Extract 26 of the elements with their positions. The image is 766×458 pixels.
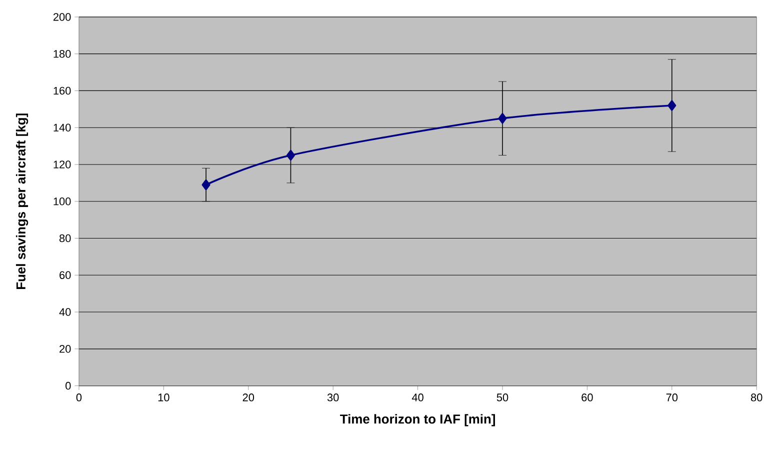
y-tick-label: 0 — [66, 382, 71, 390]
point — [498, 113, 507, 124]
y-tick-label: 80 — [59, 234, 71, 242]
y-tick-label: 60 — [60, 271, 71, 280]
x-tick-label: 50 — [496, 394, 508, 402]
x-tick-label: 0 — [76, 394, 82, 402]
y-tick-label: 180 — [54, 50, 71, 58]
y-tick-label: 100 — [54, 198, 71, 206]
x-tick-label: 40 — [412, 394, 424, 402]
x-tick-label: 30 — [327, 394, 339, 402]
x-tick-label: 70 — [666, 394, 678, 402]
x-axis-title: Time horizon to IAF [min] — [340, 414, 495, 426]
y-tick-label: 160 — [54, 86, 71, 95]
y-tick-label: 140 — [54, 124, 71, 132]
point — [668, 100, 676, 112]
point — [202, 180, 210, 190]
x-tick-label: 20 — [242, 394, 254, 402]
y-tick-label: 200 — [53, 13, 71, 21]
y-tick-label: 20 — [60, 345, 71, 353]
x-tick-label: 10 — [158, 394, 170, 402]
point — [286, 150, 295, 161]
x-tick-label: 60 — [582, 394, 593, 402]
y-tick-label: 40 — [59, 308, 71, 316]
y-axis-title: Fuel savings per aircraft [kg] — [16, 114, 28, 290]
y-tick-label: 120 — [54, 160, 71, 168]
x-tick-label: 80 — [750, 394, 762, 402]
